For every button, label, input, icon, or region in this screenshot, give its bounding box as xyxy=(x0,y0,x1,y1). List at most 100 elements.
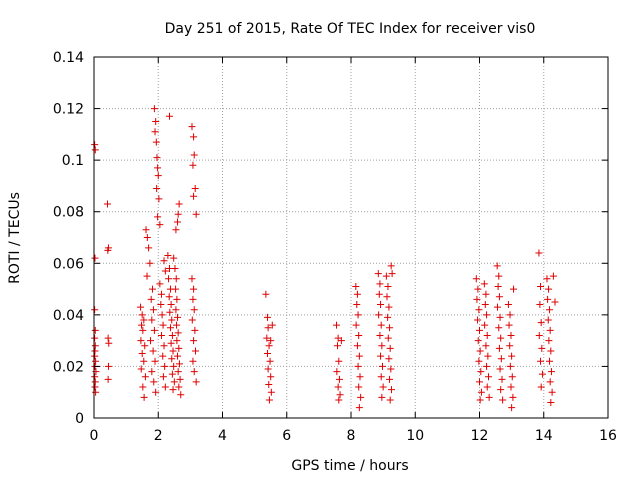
data-point xyxy=(189,295,197,303)
data-point xyxy=(151,128,159,136)
data-point xyxy=(495,293,503,301)
data-point xyxy=(473,295,481,303)
data-point xyxy=(104,362,112,370)
data-point xyxy=(384,334,392,342)
data-point xyxy=(547,399,555,407)
data-point xyxy=(477,368,485,376)
data-point xyxy=(267,373,275,381)
data-point xyxy=(475,306,483,314)
data-point xyxy=(544,316,552,324)
data-point xyxy=(483,362,491,370)
data-point xyxy=(160,257,168,265)
data-point xyxy=(483,331,491,339)
y-tick-label: 0.02 xyxy=(53,359,84,375)
data-point xyxy=(165,275,173,283)
data-point xyxy=(150,105,158,113)
data-point xyxy=(377,301,385,309)
data-point xyxy=(168,370,176,378)
data-point xyxy=(483,311,491,319)
data-point xyxy=(150,378,158,386)
data-point xyxy=(139,326,147,334)
data-point xyxy=(484,373,492,381)
data-point xyxy=(355,352,363,360)
data-point xyxy=(474,337,482,345)
data-point xyxy=(377,321,385,329)
data-point xyxy=(536,301,544,309)
data-point xyxy=(191,326,199,334)
data-point xyxy=(545,337,553,345)
data-point xyxy=(170,378,178,386)
data-point xyxy=(138,311,146,319)
data-point xyxy=(137,303,145,311)
data-point xyxy=(483,383,491,391)
data-point xyxy=(383,293,391,301)
data-point xyxy=(152,388,160,396)
x-tick-label: 12 xyxy=(471,428,489,444)
data-point xyxy=(92,388,100,396)
data-point xyxy=(168,331,176,339)
data-point xyxy=(153,154,161,162)
data-point xyxy=(335,357,343,365)
data-point xyxy=(352,321,360,329)
data-point xyxy=(472,275,480,283)
data-point xyxy=(173,321,181,329)
data-point xyxy=(167,339,175,347)
data-point xyxy=(476,326,483,334)
data-point xyxy=(508,404,516,412)
data-point xyxy=(507,383,515,391)
data-point xyxy=(357,393,365,401)
data-point xyxy=(169,347,177,355)
data-point xyxy=(333,368,341,376)
x-tick-label: 16 xyxy=(599,428,617,444)
data-point xyxy=(386,396,394,404)
data-point xyxy=(156,221,164,229)
data-point xyxy=(138,321,146,329)
data-point xyxy=(535,249,543,257)
data-point xyxy=(263,313,271,321)
axis-ticks: 0 2 4 6 8 10 12 14 16 0 0.02 0.04 0.06 0.08 0.1 0.12 0.1… xyxy=(53,50,617,444)
data-point xyxy=(104,375,112,383)
data-point xyxy=(353,342,361,350)
data-point xyxy=(137,365,145,373)
y-tick-label: 0.06 xyxy=(53,256,84,272)
data-point xyxy=(355,383,363,391)
data-point xyxy=(105,339,113,347)
data-point xyxy=(150,326,158,334)
data-point xyxy=(537,282,545,290)
data-point xyxy=(352,282,360,290)
data-point xyxy=(387,365,395,373)
data-point xyxy=(175,344,183,352)
data-point xyxy=(174,218,182,226)
data-point xyxy=(267,388,275,396)
data-point xyxy=(355,331,363,339)
data-point xyxy=(546,326,554,334)
data-point xyxy=(159,352,167,360)
data-point xyxy=(189,161,197,169)
data-point xyxy=(376,331,384,339)
data-point xyxy=(161,267,169,275)
data-point xyxy=(91,141,99,149)
data-point xyxy=(156,280,164,288)
data-point xyxy=(356,373,364,381)
data-point xyxy=(484,352,492,360)
data-point xyxy=(91,326,99,334)
data-point xyxy=(495,344,503,352)
data-point xyxy=(495,272,503,280)
data-point xyxy=(264,365,272,373)
data-point xyxy=(375,311,383,319)
data-point xyxy=(546,306,554,314)
data-point xyxy=(140,357,148,365)
data-point xyxy=(482,342,490,350)
data-point xyxy=(169,386,177,394)
grid-lines xyxy=(94,57,608,418)
data-point xyxy=(160,342,168,350)
y-tick-label: 0.12 xyxy=(53,102,84,118)
data-point xyxy=(476,378,483,386)
data-point xyxy=(143,234,151,241)
y-tick-label: 0.1 xyxy=(62,153,84,169)
data-point xyxy=(355,404,363,412)
data-point xyxy=(154,164,162,172)
data-point xyxy=(382,272,390,280)
data-point xyxy=(159,373,167,381)
